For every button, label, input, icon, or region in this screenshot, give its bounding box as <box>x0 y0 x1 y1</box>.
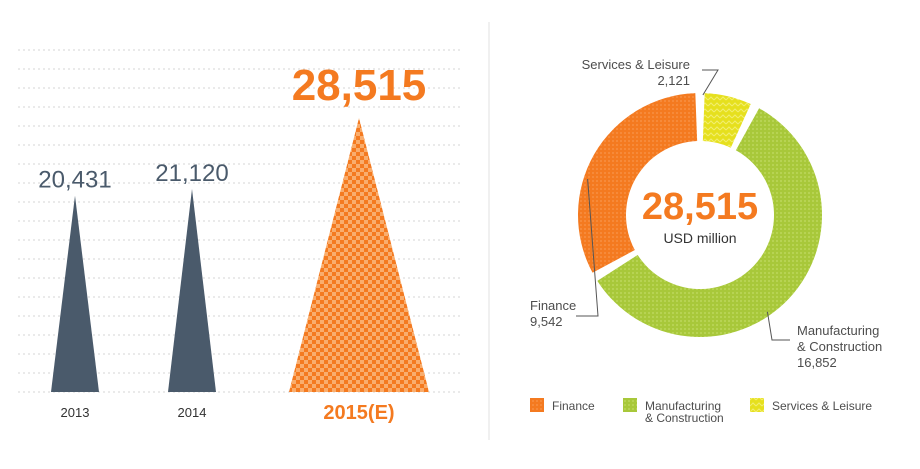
category-label: 2013 <box>61 405 90 420</box>
bar-chart: 20,431 2013 21,120 2014 28,515 2015(E) <box>38 61 429 424</box>
category-label: 2015(E) <box>323 402 394 424</box>
donut-legend: Finance Manufacturing& Construction Servic… <box>530 398 872 425</box>
slice-label: Services & Leisure <box>582 57 690 72</box>
slice-label: & Construction <box>797 339 882 354</box>
slice-label: 16,852 <box>797 355 837 370</box>
donut-slice <box>702 93 751 148</box>
donut-center-value: 28,515 <box>642 186 758 228</box>
donut-chart: 28,515 USD million Services & Leisure2,121… <box>530 57 882 370</box>
legend-swatch <box>530 398 544 412</box>
slice-label: 2,121 <box>657 73 690 88</box>
donut-center-unit: USD million <box>663 230 736 246</box>
value-label: 20,431 <box>38 167 111 194</box>
value-label: 28,515 <box>292 61 427 110</box>
category-label: 2014 <box>178 405 207 420</box>
donut-slice <box>577 93 698 273</box>
legend-swatch <box>750 398 764 412</box>
legend-label: Finance <box>552 399 595 413</box>
bar <box>51 195 99 392</box>
legend-label: Manufacturing <box>645 399 721 413</box>
legend-label: Services & Leisure <box>772 399 872 413</box>
value-label: 21,120 <box>155 160 228 187</box>
bar <box>168 189 216 392</box>
slice-label: Manufacturing <box>797 323 879 338</box>
donut-slice <box>597 108 823 338</box>
slice-label: Finance <box>530 298 576 313</box>
leader-line <box>576 178 599 317</box>
legend-label: & Construction <box>645 411 724 425</box>
legend-swatch <box>623 398 637 412</box>
leader-line <box>702 69 719 96</box>
bar <box>289 118 429 392</box>
leader-line <box>766 311 790 341</box>
slice-label: 9,542 <box>530 314 563 329</box>
